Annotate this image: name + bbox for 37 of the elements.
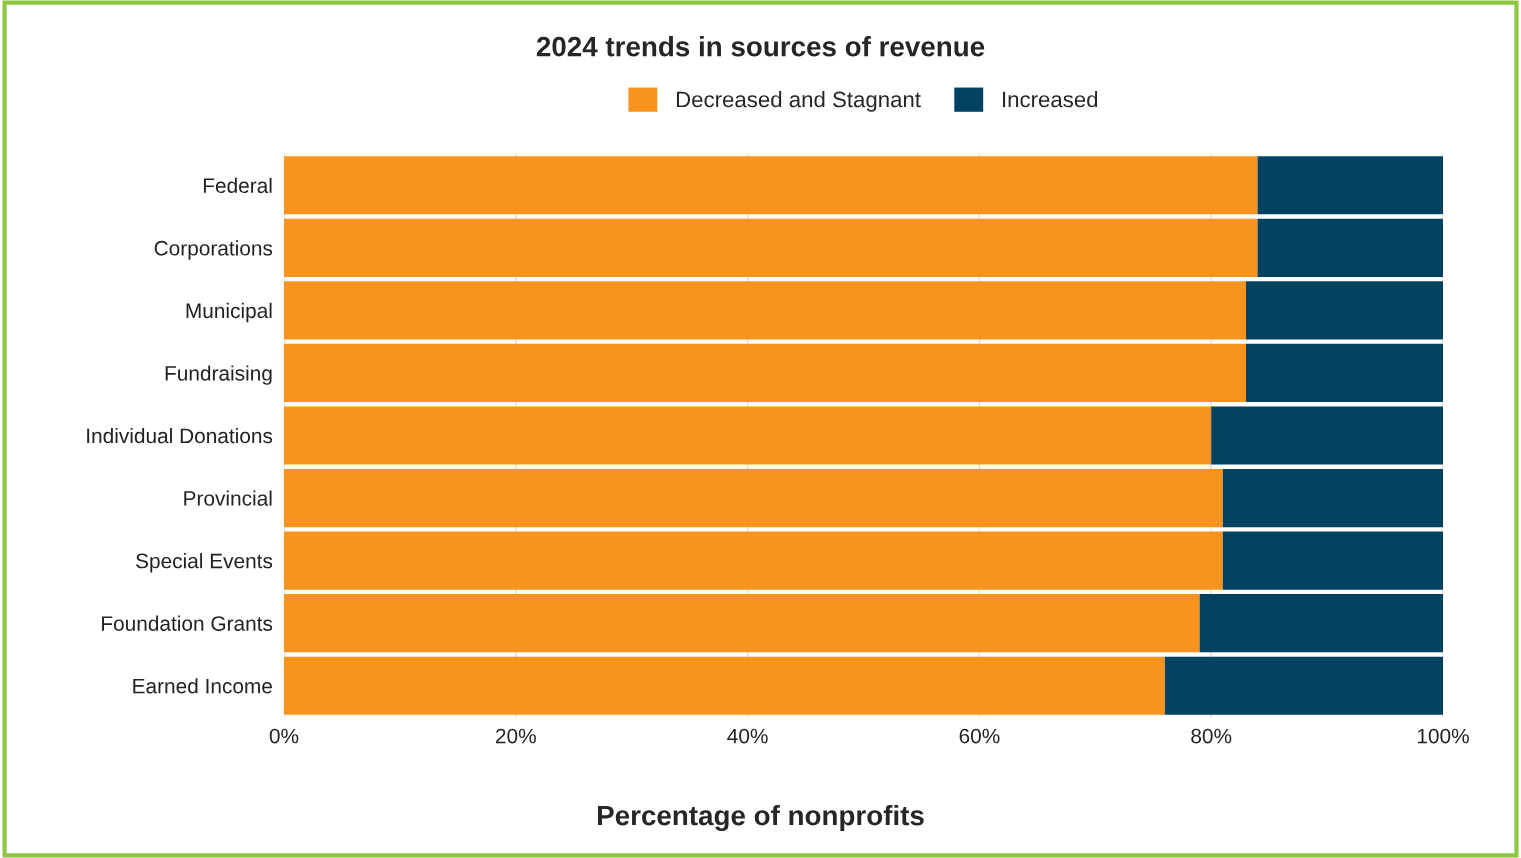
bar <box>1164 656 1443 715</box>
x-axis-title: Percentage of nonprofits <box>598 804 924 832</box>
x-tick-label: 80% <box>1191 728 1232 744</box>
bar <box>284 156 1258 215</box>
y-tick-label: Federal <box>203 177 272 194</box>
y-tick-label: Earned Income <box>133 678 272 694</box>
y-tick-label: Individual Donations <box>87 427 273 444</box>
bar <box>1257 218 1443 277</box>
x-tick-label: 60% <box>959 728 1000 744</box>
bar <box>284 531 1223 590</box>
bar <box>284 218 1258 277</box>
legend-label: Increased <box>1003 91 1098 108</box>
y-tick-label: Corporations <box>154 240 273 260</box>
bar <box>284 594 1200 653</box>
bar <box>1245 281 1443 340</box>
bar <box>1222 468 1443 528</box>
bar <box>1222 531 1443 590</box>
y-tick-label: Provincial <box>184 490 272 506</box>
y-tick-label: Foundation Grants <box>102 615 273 631</box>
x-tick-label: 40% <box>727 728 768 744</box>
x-tick-label: 20% <box>496 728 536 744</box>
y-tick-label: Fundraising <box>165 365 272 385</box>
chart-title: 2024 trends in sources of revenue <box>536 36 985 57</box>
bar <box>284 281 1246 340</box>
y-tick-label: Municipal <box>186 302 272 323</box>
bar <box>1199 594 1443 653</box>
legend-label: Decreased and Stagnant <box>676 91 921 112</box>
bar <box>284 468 1223 528</box>
y-tick-label: Special Events <box>136 553 273 573</box>
bar <box>1257 156 1443 215</box>
bar <box>1245 343 1443 403</box>
bar <box>284 343 1246 403</box>
bar <box>1211 406 1443 465</box>
bar <box>284 656 1165 715</box>
x-tick-label: 0% <box>269 728 299 744</box>
x-tick-label: 100% <box>1417 728 1469 744</box>
bar <box>284 406 1212 465</box>
